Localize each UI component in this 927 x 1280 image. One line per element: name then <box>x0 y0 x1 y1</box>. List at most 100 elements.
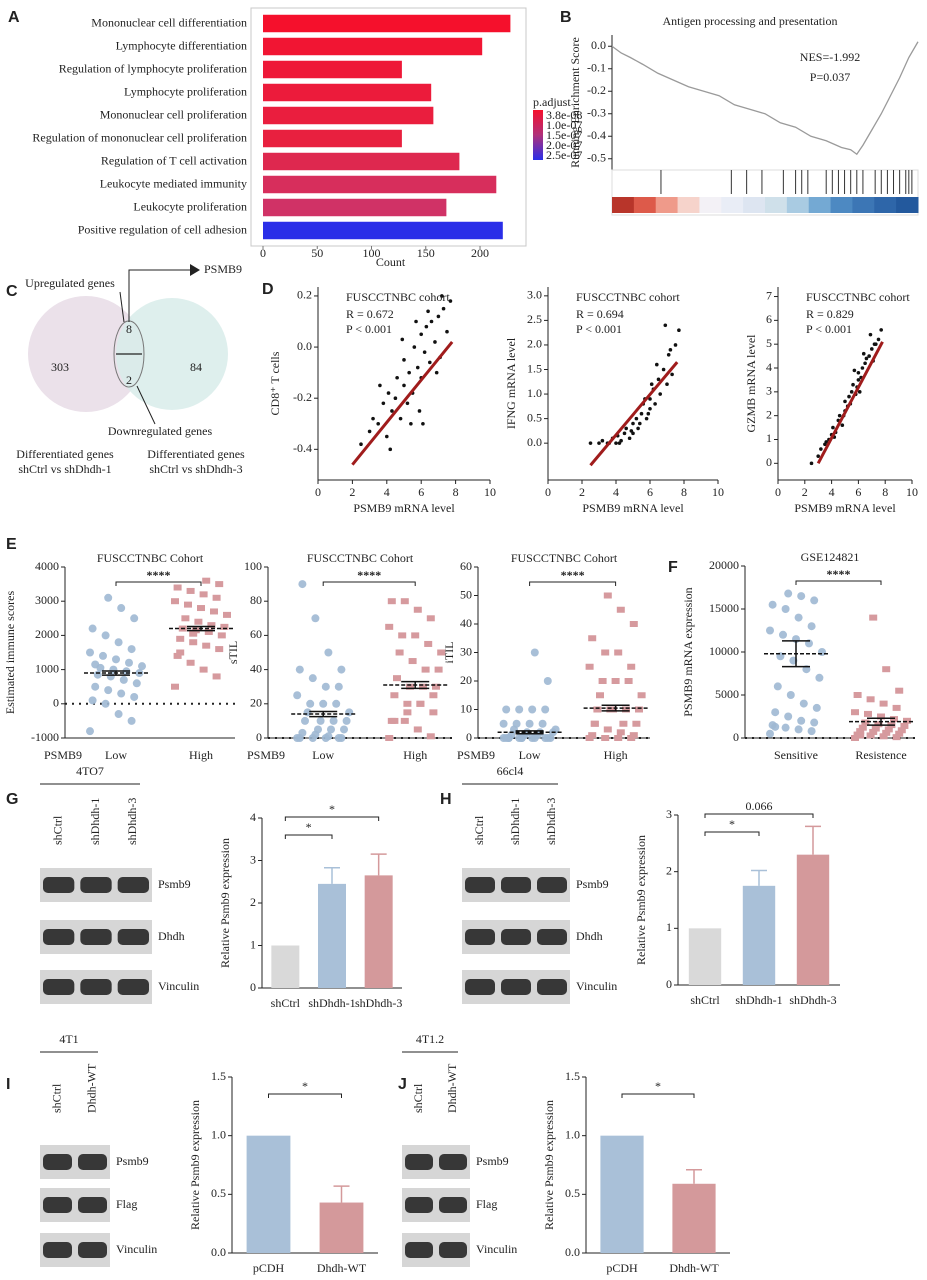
point <box>629 429 634 433</box>
significance: * <box>329 802 335 816</box>
x-tick-label: 0 <box>545 485 551 499</box>
significance: * <box>306 820 312 834</box>
y-tick-label: 1 <box>250 937 256 951</box>
y-tick-label: 10000 <box>709 644 739 658</box>
y-tick-label: 30 <box>460 644 472 658</box>
bar <box>263 83 432 102</box>
point <box>853 692 862 698</box>
point <box>130 614 139 623</box>
sem-bar <box>782 640 810 668</box>
point <box>502 705 511 714</box>
y-tick-label: 1.5 <box>565 1069 580 1083</box>
point <box>176 635 185 642</box>
y-tick-label: 0.0 <box>297 339 312 353</box>
point <box>864 356 869 361</box>
x-tick-label: shDhdh-1 <box>735 993 782 1007</box>
point <box>895 687 904 694</box>
x-tick-label: shDhdh-3 <box>789 993 836 1007</box>
point <box>417 409 422 413</box>
point <box>424 324 429 329</box>
point <box>426 309 430 314</box>
point <box>636 426 640 431</box>
point <box>543 677 552 685</box>
point <box>809 461 814 466</box>
bar <box>688 928 722 985</box>
x-tick-label: 150 <box>417 246 435 260</box>
point <box>400 717 409 724</box>
x-tick-label: 8 <box>681 485 687 499</box>
lane-label: shCtrl <box>472 815 486 845</box>
blot-title: 4T1 <box>59 1032 78 1046</box>
point <box>308 674 317 683</box>
point <box>204 628 213 635</box>
bar <box>271 945 300 988</box>
point <box>403 709 412 716</box>
point <box>407 370 411 375</box>
chart-title: FUSCCTNBC Cohort <box>511 551 618 565</box>
x-tick-label: 6 <box>647 485 653 499</box>
x-tick-label: 0 <box>260 246 266 260</box>
blot-band <box>117 929 149 945</box>
point <box>220 623 229 630</box>
panel-label: B <box>560 9 572 26</box>
point <box>504 734 513 742</box>
y-tick-label: 0 <box>53 696 59 710</box>
point <box>186 659 195 666</box>
band-label: Flag <box>476 1197 497 1211</box>
chart-title: FUSCCTNBC cohort <box>806 290 910 304</box>
y-axis-label: Relative Psmb9 expression <box>188 1100 202 1230</box>
point <box>293 691 302 700</box>
point <box>359 442 363 447</box>
point <box>499 719 508 728</box>
x-tick-label: Low <box>105 748 127 762</box>
blot-band <box>439 1242 467 1258</box>
point <box>295 665 304 674</box>
point <box>655 362 659 367</box>
annotation: P=0.037 <box>810 70 850 84</box>
hit-frame <box>611 169 919 216</box>
annotation: P < 0.001 <box>806 322 852 336</box>
chart-title: FUSCCTNBC cohort <box>576 290 680 304</box>
y-tick-label: 100 <box>244 559 262 573</box>
point <box>661 367 666 372</box>
point <box>872 342 877 346</box>
point <box>665 382 669 387</box>
y-tick-label: -0.1 <box>587 61 606 75</box>
point <box>181 615 190 622</box>
y-tick-label: 2 <box>250 895 256 909</box>
point <box>342 716 351 725</box>
point <box>197 605 205 612</box>
point <box>194 618 203 625</box>
point <box>603 726 612 733</box>
point <box>416 700 425 707</box>
y-tick-label: 0 <box>466 730 472 744</box>
legend-label: 2.5e-07 <box>546 148 582 162</box>
bar <box>263 221 503 240</box>
panel-label: A <box>8 9 20 26</box>
point <box>387 598 396 605</box>
rank-heat <box>721 197 744 213</box>
bar <box>263 14 511 33</box>
blot-band <box>80 979 112 995</box>
connector <box>119 291 125 323</box>
point <box>393 396 398 400</box>
point <box>879 328 883 332</box>
lane-label: shDhdh-1 <box>508 798 522 845</box>
point <box>386 391 391 395</box>
point <box>653 402 657 406</box>
bar <box>318 883 346 988</box>
band-label: Psmb9 <box>116 1154 149 1168</box>
lane-label: shCtrl <box>50 815 64 845</box>
blot-band <box>117 877 149 893</box>
point <box>590 720 599 727</box>
point <box>215 581 224 588</box>
y-tick-label: 80 <box>250 593 262 607</box>
x-tick-label: shCtrl <box>271 996 301 1010</box>
point <box>376 421 381 426</box>
y-tick-label: 4 <box>766 360 772 374</box>
point <box>882 729 891 736</box>
y-tick-label: 2 <box>766 407 772 421</box>
point <box>784 712 793 721</box>
point <box>104 686 113 695</box>
blot-band <box>537 979 567 995</box>
